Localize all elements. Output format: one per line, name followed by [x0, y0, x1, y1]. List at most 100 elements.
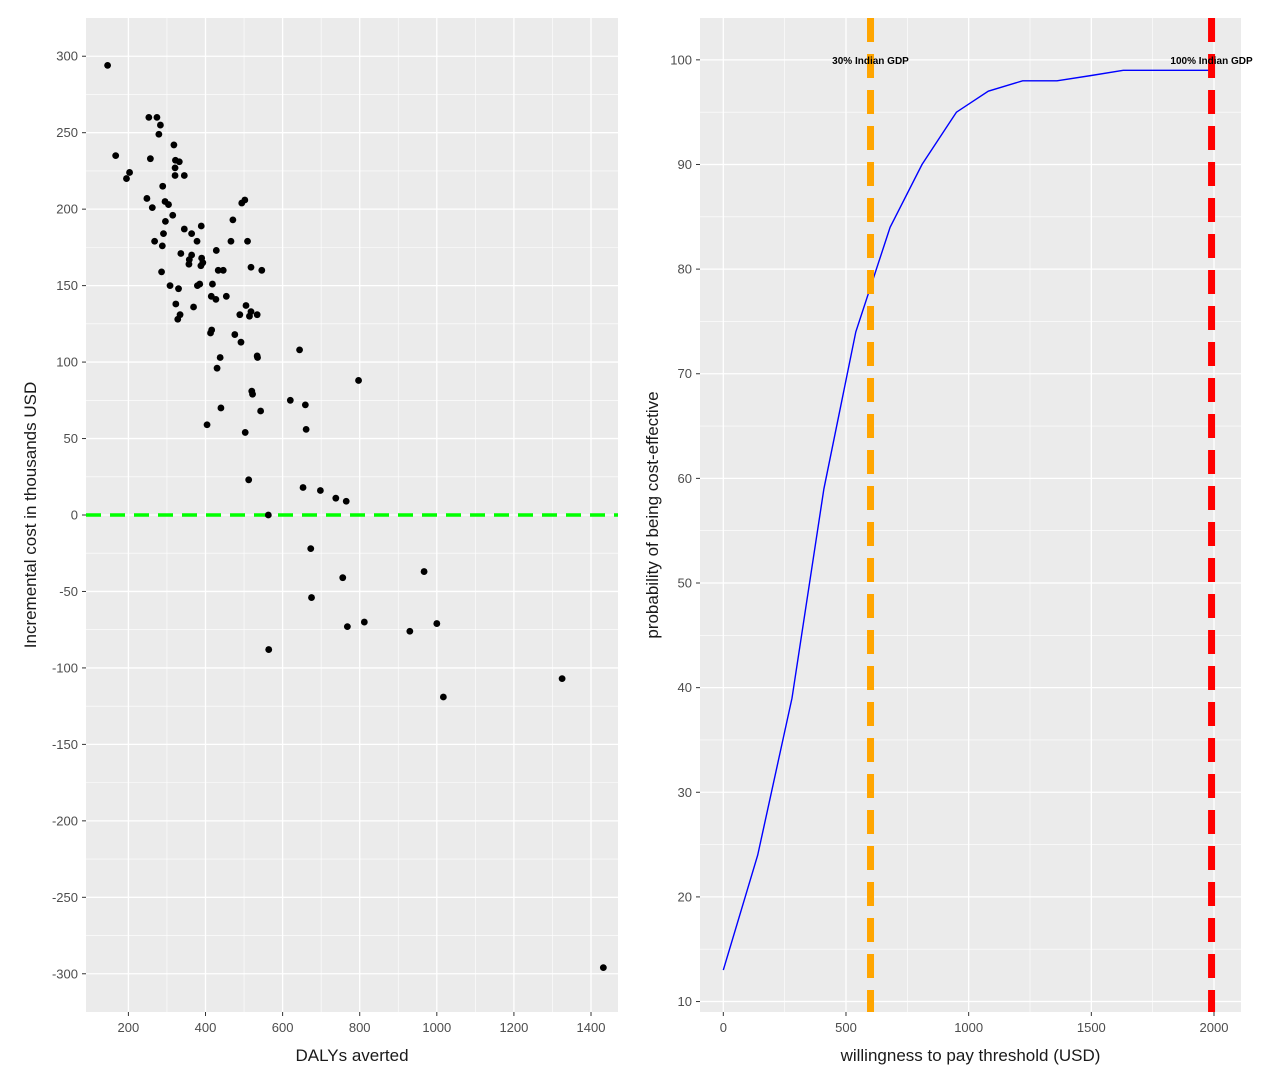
- ceac-plot-background: [700, 18, 1241, 1012]
- scatter-point: [159, 182, 167, 190]
- scatter-point: [244, 237, 251, 245]
- x-tick-label: 600: [272, 1020, 294, 1035]
- x-tick-label: 1400: [577, 1020, 606, 1035]
- scatter-point: [254, 354, 261, 361]
- scatter-panel: 200 400 600 800 1000 1200 1400 300 250 200 150 100 5…: [21, 18, 618, 1065]
- x-tick-label: 200: [118, 1020, 140, 1035]
- scatter-point: [143, 195, 151, 202]
- scatter-point: [332, 494, 340, 502]
- scatter-point: [249, 390, 256, 398]
- scatter-point: [599, 964, 607, 972]
- scatter-point: [237, 338, 245, 346]
- ceac-y-axis-title: probability of being cost-effective: [643, 391, 662, 638]
- scatter-point: [203, 421, 211, 429]
- scatter-point: [316, 487, 324, 494]
- scatter-point: [343, 623, 351, 631]
- y-tick-label: 0: [71, 508, 78, 523]
- scatter-point: [170, 141, 178, 149]
- x-tick-label: 800: [349, 1020, 371, 1035]
- scatter-point: [258, 266, 266, 274]
- threshold-label-100pct-gdp: 100% Indian GDP: [1170, 56, 1253, 67]
- scatter-point: [175, 285, 182, 293]
- x-tick-label: 2000: [1200, 1020, 1229, 1035]
- scatter-point: [355, 377, 362, 384]
- y-tick-label: -100: [52, 660, 78, 675]
- scatter-point: [229, 216, 237, 224]
- ceac-curve: [722, 69, 1214, 971]
- ceac-x-axis-title: willingness to pay threshold (USD): [840, 1046, 1101, 1065]
- scatter-point: [420, 568, 428, 575]
- x-tick-label: 1000: [422, 1020, 451, 1035]
- x-tick-label: 1500: [1077, 1020, 1106, 1035]
- scatter-point: [558, 675, 566, 683]
- scatter-point: [123, 175, 130, 182]
- scatter-point: [257, 407, 265, 415]
- y-tick-label: 250: [56, 125, 78, 140]
- scatter-point: [171, 172, 179, 179]
- scatter-point: [151, 237, 159, 245]
- scatter-point: [104, 62, 111, 69]
- scatter-point: [301, 401, 309, 409]
- scatter-x-axis-title: DALYs averted: [295, 1046, 408, 1065]
- scatter-point: [286, 396, 294, 404]
- y-tick-label: -250: [52, 890, 78, 905]
- threshold-label-30pct-gdp: 30% Indian GDP: [832, 56, 909, 67]
- scatter-point: [172, 300, 180, 308]
- scatter-point: [188, 251, 196, 259]
- scatter-point: [171, 164, 179, 172]
- scatter-point: [212, 247, 220, 254]
- scatter-y-axis-title: Incremental cost in thousands USD: [21, 382, 40, 648]
- scatter-point: [245, 476, 253, 484]
- scatter-point: [169, 211, 177, 219]
- y-tick-label: -150: [52, 737, 78, 752]
- y-tick-label: 300: [56, 49, 78, 64]
- scatter-point: [209, 280, 216, 288]
- scatter-point: [112, 152, 120, 160]
- scatter-points: [104, 62, 607, 972]
- scatter-point: [406, 627, 414, 635]
- scatter-point: [214, 266, 222, 274]
- y-tick-label: -300: [52, 966, 78, 981]
- scatter-point: [197, 222, 205, 230]
- scatter-point: [227, 237, 235, 245]
- x-tick-label: 400: [195, 1020, 217, 1035]
- scatter-point: [199, 259, 207, 267]
- scatter-point: [160, 230, 167, 238]
- scatter-point: [247, 308, 255, 316]
- scatter-point: [165, 201, 172, 208]
- scatter-point: [307, 545, 315, 553]
- scatter-point: [193, 237, 201, 245]
- gdp-threshold-lines: 30% Indian GDP 100% Indian GDP: [832, 18, 1253, 1012]
- scatter-point: [162, 217, 169, 225]
- scatter-point: [126, 169, 133, 176]
- scatter-point: [188, 230, 196, 238]
- y-tick-label: 90: [678, 157, 692, 172]
- y-tick-label: 100: [670, 52, 692, 67]
- y-tick-label: -50: [59, 584, 78, 599]
- scatter-point: [296, 346, 303, 354]
- y-tick-label: 10: [678, 994, 692, 1009]
- scatter-point: [213, 364, 221, 372]
- y-tick-label: 60: [678, 471, 692, 486]
- scatter-point: [176, 311, 184, 319]
- scatter-point: [153, 114, 161, 121]
- scatter-point: [180, 172, 188, 179]
- y-tick-label: -200: [52, 813, 78, 828]
- x-tick-label: 500: [835, 1020, 857, 1035]
- scatter-point: [190, 303, 197, 311]
- y-tick-label: 80: [678, 262, 692, 277]
- scatter-point: [342, 497, 350, 505]
- scatter-point: [433, 620, 441, 627]
- scatter-point: [166, 282, 174, 290]
- y-tick-label: 150: [56, 278, 78, 293]
- scatter-point: [157, 121, 164, 129]
- ceac-tick-labels: 0 500 1000 1500 2000 100 90 80 70 60 50 40 30 20 10: [670, 52, 1228, 1035]
- scatter-point: [148, 204, 156, 212]
- ceac-panel: 30% Indian GDP 100% Indian GDP 0 500 1000 15…: [643, 18, 1253, 1065]
- y-tick-label: 30: [678, 785, 692, 800]
- y-tick-label: 200: [56, 202, 78, 217]
- scatter-tick-labels: 200 400 600 800 1000 1200 1400 300 250 200 150 100 5…: [52, 49, 606, 1035]
- y-tick-label: 50: [678, 576, 692, 591]
- x-tick-label: 0: [720, 1020, 727, 1035]
